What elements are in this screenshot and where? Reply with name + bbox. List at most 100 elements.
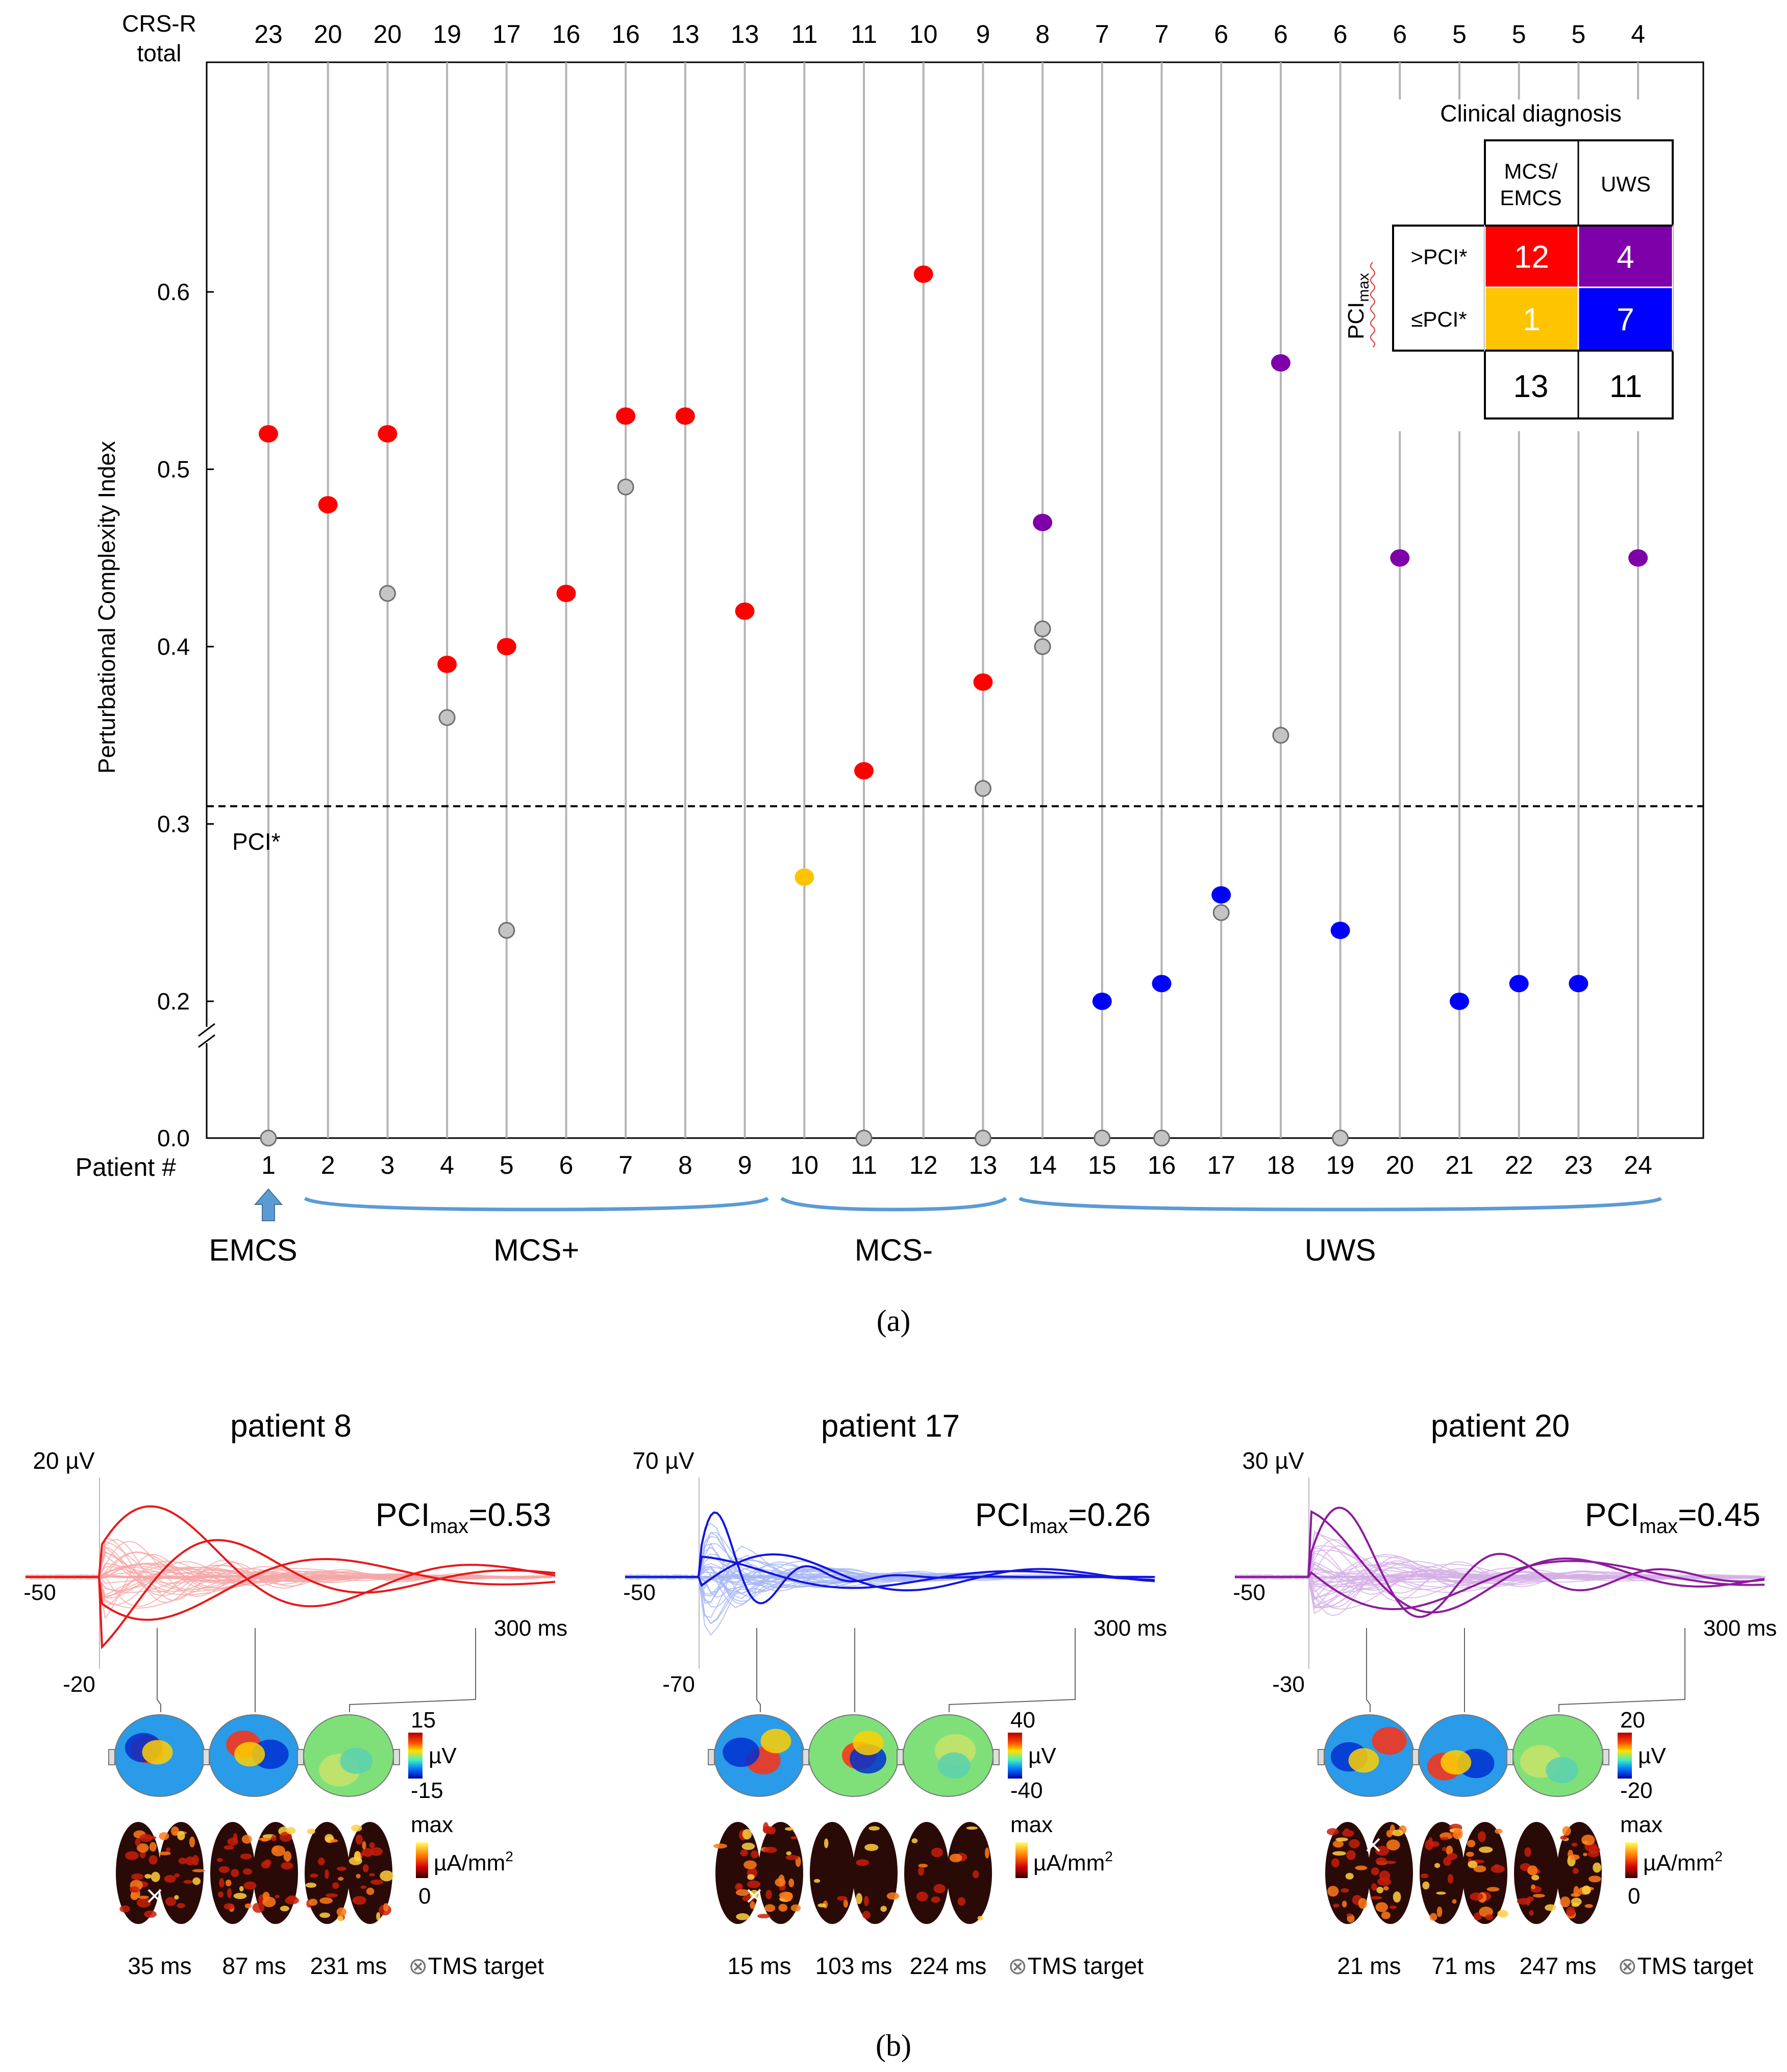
brain-activity [767, 1827, 776, 1835]
gray-session-point [1212, 904, 1230, 921]
gray-session-point [1153, 1129, 1170, 1147]
patient-number: 20 [1385, 1151, 1414, 1179]
brain-activity [911, 1838, 918, 1843]
brain-time-label: 247 ms [1520, 1953, 1597, 1979]
brain-hemisphere [853, 1822, 898, 1924]
brain-activity [1375, 1902, 1388, 1912]
crs-value: 8 [1035, 20, 1050, 48]
brain-activity [1573, 1886, 1579, 1897]
pci-max-point [854, 762, 874, 780]
brain-activity [177, 1903, 185, 1909]
brain-activity [1332, 1840, 1344, 1848]
brain-activity [824, 1838, 829, 1848]
gray-session-point [1094, 1129, 1111, 1147]
topo-blob [937, 1752, 971, 1779]
brain-activity [1560, 1835, 1568, 1840]
topo-scale-unit: µV [429, 1743, 457, 1768]
brain-activity [319, 1912, 331, 1918]
y-axis-label: Perturbational Complexity Index [93, 441, 120, 774]
source-colorbar [1015, 1842, 1028, 1878]
brain-activity [1529, 1910, 1534, 1916]
inset-row-label: >PCI* [1411, 245, 1468, 269]
brain-activity [868, 1826, 880, 1831]
brain-activity [1358, 1897, 1368, 1909]
brain-activity [1436, 1906, 1443, 1917]
patient-number: 1 [261, 1151, 276, 1179]
source-scale-unit: µA/mm2 [434, 1848, 513, 1876]
crs-value: 13 [731, 20, 759, 48]
pci-max-point [1033, 513, 1053, 531]
brain-activity [224, 1845, 234, 1850]
brain-activity [240, 1853, 252, 1860]
source-scale-min: 0 [418, 1884, 431, 1909]
topo-ear [1506, 1749, 1513, 1765]
crs-value: 10 [909, 20, 938, 48]
brain-activity [177, 1831, 185, 1840]
brain-activity [305, 1882, 317, 1888]
erp-x-end-label: 300 ms [1703, 1616, 1777, 1641]
topo-scale-bottom: -15 [411, 1778, 443, 1803]
crs-value: 16 [611, 20, 640, 48]
topo-ear [108, 1749, 115, 1765]
brain-activity [1527, 1865, 1538, 1876]
erp-trace-highlight [26, 1505, 556, 1608]
source-scale-unit: µA/mm2 [1643, 1848, 1723, 1876]
brain-activity [283, 1851, 292, 1862]
topo-blob [340, 1747, 373, 1774]
topo-blob [853, 1731, 884, 1756]
brain-activity [370, 1879, 384, 1885]
gray-session-point [1034, 638, 1051, 655]
brain-activity [1434, 1863, 1441, 1868]
erp-y-top-label: 70 µV [632, 1447, 694, 1474]
erp-trace-light [625, 1567, 1152, 1598]
brain-activity [764, 1904, 776, 1912]
brain-activity [775, 1878, 786, 1887]
patient-number: 14 [1028, 1151, 1057, 1179]
crs-value: 6 [1274, 20, 1288, 48]
brain-activity [252, 1902, 265, 1913]
gray-session-point [379, 585, 396, 602]
brain-activity [1495, 1829, 1503, 1834]
brain-activity [1371, 1867, 1379, 1876]
y-tick-label: 0.2 [157, 988, 190, 1015]
inset-row-axis-label: PCImax [1344, 273, 1372, 339]
brain-activity [1331, 1858, 1339, 1868]
inset-title: Clinical diagnosis [1440, 100, 1621, 127]
topo-scale-top: 40 [1010, 1708, 1035, 1733]
topo-connector [756, 1628, 761, 1712]
brain-activity [1342, 1901, 1347, 1908]
erp-panel: patient 20 30 µV PCImax=0.45 -50 300 ms -30 20… [1233, 1409, 1777, 1979]
topo-blob [1546, 1757, 1579, 1783]
brain-activity [1346, 1913, 1352, 1917]
brain-activity [1342, 1830, 1354, 1837]
patient-number: 16 [1148, 1151, 1176, 1179]
brain-activity [1466, 1852, 1474, 1857]
topo-blob [1441, 1750, 1472, 1775]
brain-activity [239, 1886, 244, 1892]
erp-trace-highlight [625, 1556, 1155, 1589]
brain-activity [325, 1893, 338, 1897]
brain-activity [183, 1880, 193, 1884]
brain-activity [1494, 1864, 1500, 1869]
brain-map [1514, 1822, 1602, 1924]
topo-scale-top: 15 [411, 1708, 436, 1733]
erp-x-end-label: 300 ms [494, 1616, 567, 1641]
brain-map [810, 1822, 900, 1924]
brain-activity [1532, 1893, 1545, 1898]
crs-value: 19 [433, 20, 461, 48]
erp-trace-highlight [1235, 1560, 1765, 1610]
brain-activity [917, 1866, 924, 1876]
brain-activity [1531, 1874, 1540, 1881]
y-tick-label: 0.3 [157, 811, 190, 837]
brain-activity [751, 1850, 759, 1859]
brain-activity [750, 1901, 755, 1909]
brain-activity [1341, 1888, 1349, 1893]
brain-activity [376, 1912, 381, 1921]
brain-activity [362, 1864, 369, 1872]
brain-activity [1377, 1878, 1392, 1886]
panel-label-a: (a) [877, 1304, 911, 1338]
brain-activity [1562, 1826, 1571, 1836]
brain-map [1325, 1822, 1413, 1924]
topo-connector [949, 1628, 1076, 1712]
